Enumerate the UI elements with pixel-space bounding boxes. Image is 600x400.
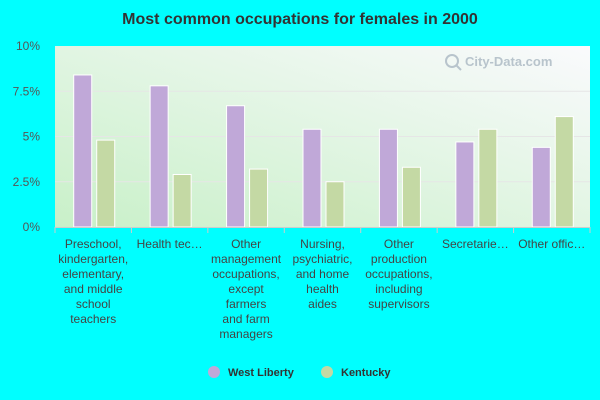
magnifier-icon (445, 54, 462, 71)
x-tick-label-line: and middle (64, 282, 123, 296)
x-tick-label-line: Secretarie… (442, 237, 509, 251)
x-tick-label-line: including (375, 282, 422, 296)
x-tick-label-line: Other (231, 237, 261, 251)
x-tick-label: Health tec… (137, 237, 203, 251)
x-tick-label-line: farmers (226, 297, 267, 311)
legend-swatch (321, 366, 333, 378)
bar-kentucky (325, 181, 345, 228)
x-tick-label-line: Other offic… (518, 237, 585, 251)
gridlines (55, 90, 590, 183)
x-tick-label: Other offic… (518, 237, 585, 251)
x-tick-label-line: managers (219, 327, 272, 341)
bar-west-liberty (226, 105, 246, 228)
x-tick-label-line: and farm (222, 312, 269, 326)
x-tick-label-line: elementary, (62, 267, 124, 281)
legend-label: Kentucky (341, 367, 391, 379)
chart-title: Most common occupations for females in 2… (122, 11, 478, 28)
x-tick-label-line: Health tec… (137, 237, 203, 251)
x-tick-label-line: and home (296, 267, 350, 281)
legend-swatch (208, 366, 220, 378)
x-tick-label-line: health (306, 282, 339, 296)
x-tick-label: Preschool, kindergarten, elementary, and mi… (58, 237, 128, 326)
bar-west-liberty (378, 128, 398, 228)
bar-kentucky (172, 174, 192, 228)
bar-west-liberty (455, 141, 475, 228)
watermark: City-Data.com (445, 54, 552, 71)
bar-kentucky (401, 166, 421, 228)
x-axis: Preschool, kindergarten, elementary, and mi… (54, 227, 591, 341)
bar-west-liberty (531, 146, 551, 228)
x-tick-label-line: occupations, (212, 267, 279, 281)
x-tick-label-line: Other (384, 237, 414, 251)
x-tick-label: Nursing, psychiatric, and home health aides (292, 237, 352, 311)
x-tick-label: Secretarie… (442, 237, 509, 251)
x-tick-label-line: Nursing, (300, 237, 345, 251)
y-tick-label: 0% (23, 220, 41, 234)
bar-kentucky (249, 168, 269, 228)
x-tick-label-line: kindergarten, (58, 252, 128, 266)
y-tick-label: 10% (16, 39, 40, 53)
x-tick-label-line: production (371, 252, 427, 266)
legend-label: West Liberty (228, 367, 295, 379)
bar-kentucky (554, 116, 574, 228)
bars (73, 74, 574, 228)
y-tick-label: 5% (23, 130, 41, 144)
x-tick-label-line: school (76, 297, 111, 311)
bar-kentucky (478, 128, 498, 228)
bar-west-liberty (149, 85, 169, 228)
bar-west-liberty (302, 128, 322, 228)
x-tick-label-line: psychiatric, (292, 252, 352, 266)
x-tick-label: Other production occupations, including supe… (365, 237, 432, 311)
x-tick-label-line: Preschool, (65, 237, 122, 251)
y-tick-label: 2.5% (13, 175, 41, 189)
x-tick-label-line: except (228, 282, 264, 296)
y-axis: 0% 2.5% 5% 7.5% 10% (13, 39, 41, 234)
watermark-text: City-Data.com (465, 54, 552, 69)
x-tick-label-line: supervisors (368, 297, 429, 311)
legend: West Liberty Kentucky (208, 366, 391, 379)
x-tick-label-line: management (211, 252, 282, 266)
y-tick-label: 7.5% (13, 84, 41, 98)
x-tick-label-line: teachers (70, 312, 116, 326)
x-tick-label-line: aides (308, 297, 337, 311)
x-tick-label-line: occupations, (365, 267, 432, 281)
x-tick-label: Other management occupations, except farmers… (211, 237, 282, 341)
bar-west-liberty (73, 74, 93, 228)
bar-kentucky (96, 139, 116, 228)
